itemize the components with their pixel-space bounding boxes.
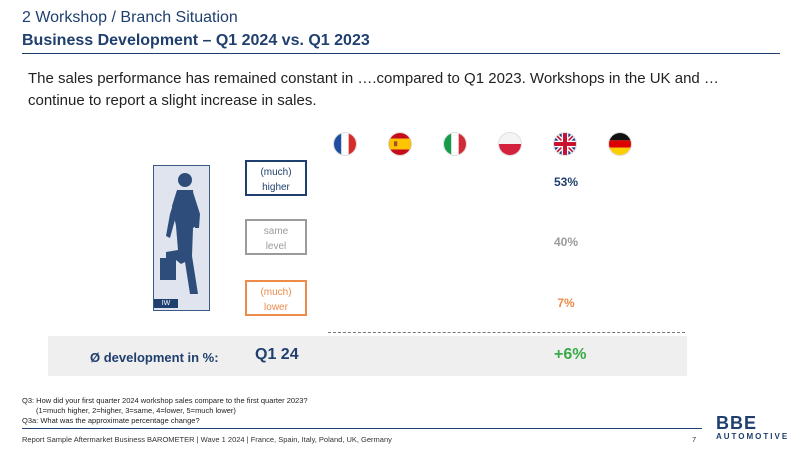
iw-tag: IW: [154, 299, 178, 308]
category-higher-line1: (much): [260, 167, 292, 178]
dashed-divider: [328, 332, 685, 333]
poland-flag-icon: [499, 133, 521, 155]
question-note-q3: Q3: How did your first quarter 2024 work…: [22, 396, 308, 405]
logo-main-text: BBE: [716, 413, 758, 433]
spain-flag-icon: [389, 133, 411, 155]
italy-flag-icon: [444, 133, 466, 155]
category-higher: (much) higher: [245, 160, 307, 196]
development-value: +6%: [554, 346, 587, 363]
logo-sub-text: AUTOMOTIVE: [716, 432, 790, 441]
value-same: 40%: [553, 235, 579, 249]
footer-divider: [22, 428, 702, 429]
slide-title: Business Development – Q1 2024 vs. Q1 20…: [22, 32, 370, 49]
footer-text: Report Sample Aftermarket Business BAROM…: [22, 435, 392, 444]
category-same-line2: level: [265, 241, 287, 252]
value-lower: 7%: [557, 296, 575, 310]
bbe-logo: BBE AUTOMOTIVE: [716, 413, 790, 441]
workshop-worker-icon: [160, 173, 200, 294]
page-number: 7: [692, 435, 697, 444]
intro-text: The sales performance has remained const…: [28, 70, 719, 109]
development-label: Ø development in %:: [90, 350, 219, 365]
question-note-scale: (1=much higher, 2=higher, 3=same, 4=lowe…: [36, 406, 236, 415]
category-same: same level: [245, 219, 307, 255]
germany-flag-icon: [609, 133, 631, 155]
development-period: Q1 24: [255, 346, 299, 363]
category-same-line1: same: [263, 226, 289, 237]
category-higher-line2: higher: [262, 182, 290, 193]
uk-flag-icon: [554, 133, 576, 155]
category-lower-line1: (much): [260, 287, 292, 298]
category-lower: (much) lower: [245, 280, 307, 316]
title-divider: [22, 53, 780, 54]
question-note-q3a: Q3a: What was the approximate percentage…: [22, 416, 200, 425]
france-flag-icon: [334, 133, 356, 155]
section-title: 2 Workshop / Branch Situation: [22, 9, 238, 26]
value-higher: 53%: [553, 175, 579, 189]
development-band: [48, 336, 687, 376]
worker-figure: [153, 165, 210, 311]
category-lower-line2: lower: [264, 302, 288, 313]
